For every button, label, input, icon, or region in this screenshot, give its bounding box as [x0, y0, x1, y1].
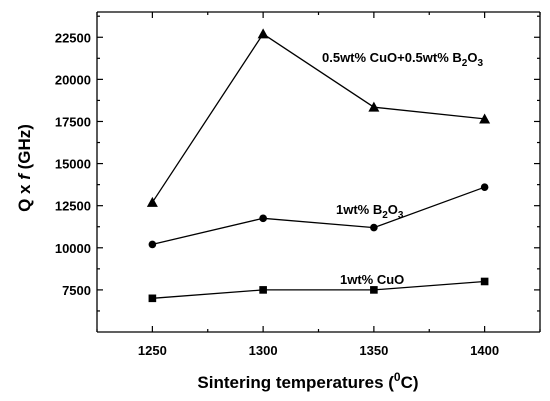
- y-tick-label: 20000: [55, 72, 91, 87]
- series-label-triangle: 0.5wt% CuO+0.5wt% B2O3: [322, 50, 483, 69]
- series-circle: [148, 183, 489, 249]
- data-point-triangle: [479, 113, 491, 124]
- series-label-square: 1wt% CuO: [340, 272, 404, 287]
- y-ticks: 7500 10000 12500 15000 17500 20000 22500: [55, 15, 540, 312]
- x-tick-label: 1300: [249, 343, 278, 358]
- data-point-circle: [480, 183, 489, 191]
- series-line-triangle: [151, 32, 485, 203]
- data-point-circle: [148, 240, 157, 249]
- x-axis-title: Sintering temperatures (0C): [197, 370, 418, 392]
- y-axis-title: Q x f (GHz): [15, 124, 34, 212]
- y-tick-label: 22500: [55, 30, 91, 45]
- series-triangle: [146, 28, 491, 207]
- y-tick-label: 15000: [55, 157, 91, 172]
- y-tick-label: 17500: [55, 114, 91, 129]
- series-group: [146, 28, 491, 303]
- data-point-square: [370, 286, 378, 294]
- x-ticks: 1250 1300 1350 1400: [96, 12, 541, 358]
- data-point-triangle: [368, 101, 380, 112]
- y-tick-label: 7500: [62, 283, 91, 298]
- series-square: [148, 277, 489, 303]
- series-line-square: [152, 280, 485, 299]
- data-point-circle: [259, 214, 267, 223]
- data-point-square: [259, 286, 267, 294]
- data-point-square: [148, 294, 157, 303]
- data-point-circle: [370, 223, 378, 232]
- data-point-square: [480, 277, 489, 286]
- data-point-triangle: [257, 28, 269, 39]
- y-tick-label: 12500: [55, 199, 91, 214]
- x-tick-label: 1250: [138, 343, 167, 358]
- y-tick-label: 10000: [55, 241, 91, 256]
- series-label-circle: 1wt% B2O3: [336, 202, 404, 221]
- data-point-triangle: [146, 196, 158, 207]
- series-line-circle: [152, 186, 485, 246]
- x-tick-label: 1400: [470, 343, 499, 358]
- x-tick-label: 1350: [359, 343, 388, 358]
